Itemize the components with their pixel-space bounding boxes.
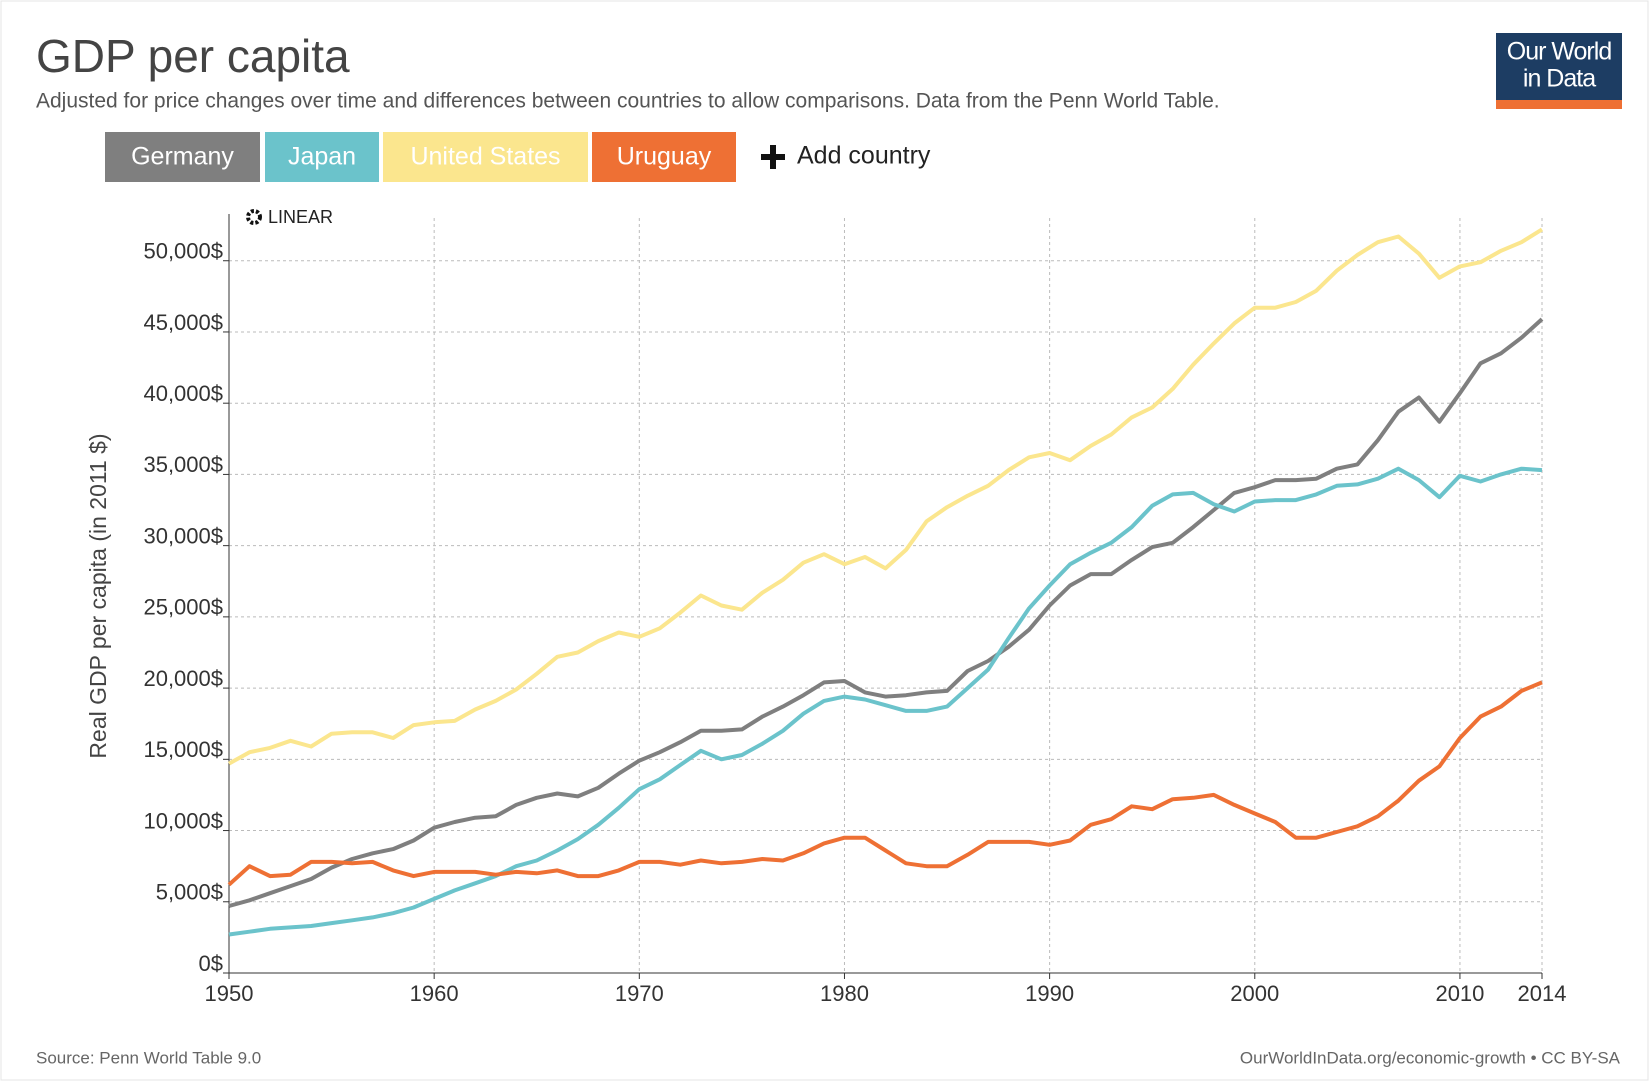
y-tick-label: 20,000$ xyxy=(143,666,223,691)
scale-toggle[interactable]: LINEAR xyxy=(246,207,333,227)
legend-item[interactable]: United States xyxy=(383,132,588,182)
add-country-label[interactable]: Add country xyxy=(797,142,931,170)
legend-label[interactable]: Japan xyxy=(288,143,356,171)
legend-button[interactable] xyxy=(592,132,736,182)
legend-label[interactable]: United States xyxy=(410,143,560,171)
gear-icon xyxy=(246,209,262,225)
x-tick-label: 1950 xyxy=(205,981,254,1006)
scale-label[interactable]: LINEAR xyxy=(268,207,333,227)
x-tick-label: 1980 xyxy=(820,981,869,1006)
series-line xyxy=(228,317,1544,908)
legend-button[interactable] xyxy=(105,132,260,182)
y-tick-label: 10,000$ xyxy=(143,808,223,833)
x-tick-label: 1970 xyxy=(615,981,664,1006)
series-line xyxy=(227,680,1543,887)
x-tick-label: 2010 xyxy=(1435,981,1484,1006)
logo-text: in Data xyxy=(1523,65,1596,93)
y-tick-label: 30,000$ xyxy=(143,523,223,548)
y-tick-label: 15,000$ xyxy=(143,737,223,762)
y-tick-label: 45,000$ xyxy=(143,310,223,335)
legend-label[interactable]: Uruguay xyxy=(617,143,712,171)
logo-text: Our World xyxy=(1507,38,1612,66)
y-tick-label: 50,000$ xyxy=(143,239,223,264)
legend-button[interactable] xyxy=(383,132,588,182)
legend-label[interactable]: Germany xyxy=(131,143,234,171)
x-tick-label: 2000 xyxy=(1230,981,1279,1006)
x-tick-label: 1960 xyxy=(410,981,459,1006)
logo-bar xyxy=(1496,100,1622,109)
plus-icon xyxy=(770,145,776,169)
footer: OurWorldInData.org/economic-growth • CC … xyxy=(1240,1048,1621,1067)
source: Source: Penn World Table 9.0 xyxy=(36,1048,261,1067)
series-line xyxy=(228,466,1543,937)
y-tick-label: 35,000$ xyxy=(143,452,223,477)
legend-item[interactable]: Japan xyxy=(265,132,379,182)
y-axis-label: Real GDP per capita (in 2011 $) xyxy=(85,433,111,758)
x-tick-label: 1990 xyxy=(1025,981,1074,1006)
legend-item[interactable]: Uruguay xyxy=(592,132,736,182)
x-tick-label: 2014 xyxy=(1518,981,1567,1006)
y-tick-label: 0$ xyxy=(199,951,223,976)
y-tick-label: 25,000$ xyxy=(143,595,223,620)
y-tick-label: 40,000$ xyxy=(143,381,223,406)
series-line xyxy=(228,227,1544,766)
add-country[interactable]: Add country xyxy=(761,142,931,170)
logo xyxy=(1496,33,1622,109)
chart-title: GDP per capita xyxy=(36,30,350,82)
y-tick-label: 5,000$ xyxy=(156,880,223,905)
legend-item[interactable]: Germany xyxy=(105,132,260,182)
legend-button[interactable] xyxy=(265,132,379,182)
chart-subtitle: Adjusted for price changes over time and… xyxy=(36,90,1220,113)
